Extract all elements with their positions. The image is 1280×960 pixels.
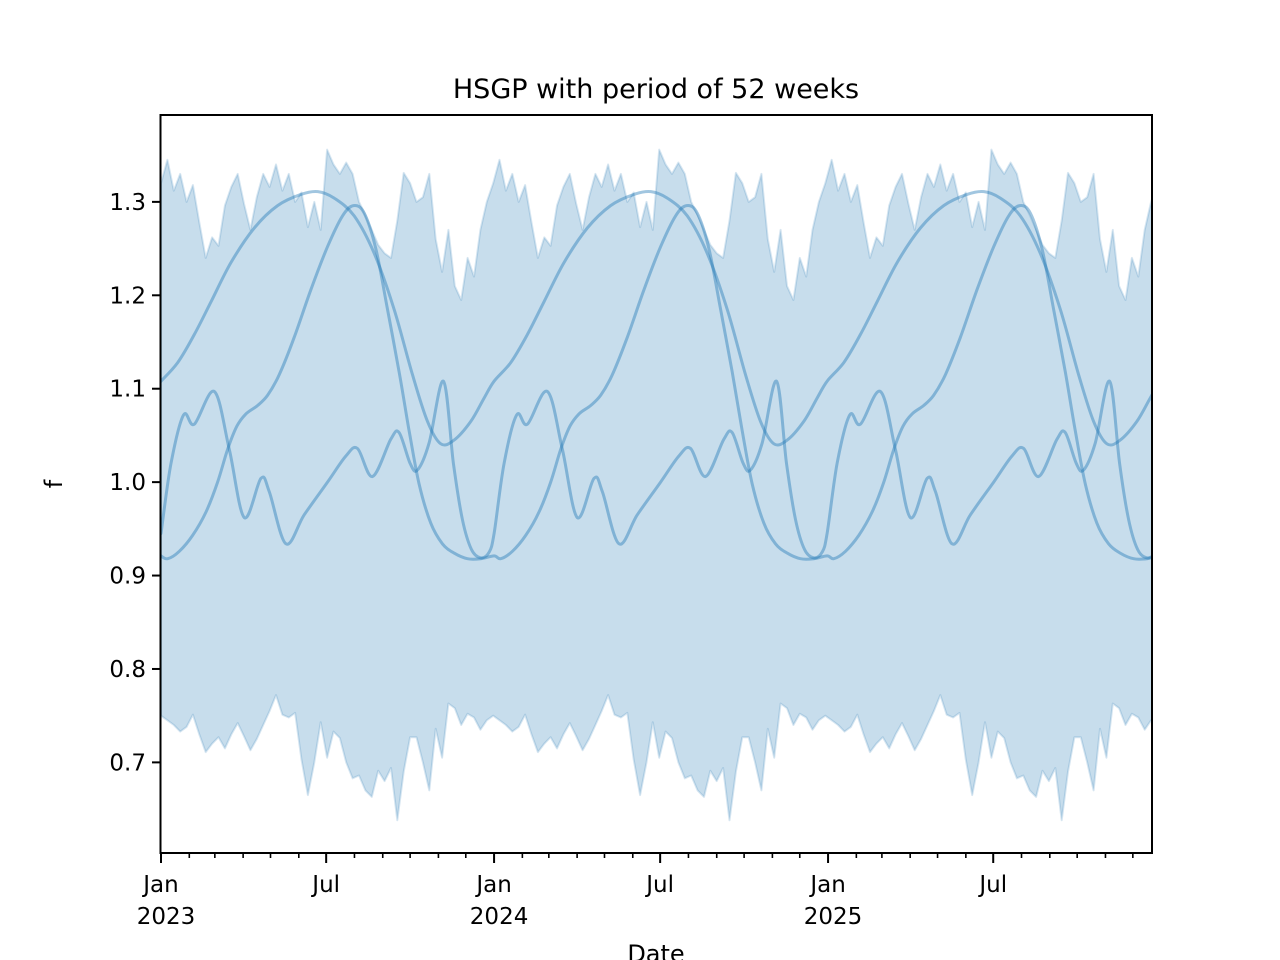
x-tick-year-label: 2024 bbox=[470, 904, 529, 930]
posterior-sample-curve-3 bbox=[160, 379, 1152, 560]
x-tick-label: Jan bbox=[474, 872, 511, 898]
y-tick-label: 0.7 bbox=[109, 750, 146, 776]
x-tick-label: Jan bbox=[141, 872, 178, 898]
y-axis-ticks: 0.7 0.8 0.9 1.0 1.1 1.2 1.3 bbox=[109, 190, 161, 776]
y-axis-label: f bbox=[40, 479, 68, 488]
y-tick-label: 1.1 bbox=[109, 377, 146, 403]
y-tick-label: 0.9 bbox=[109, 564, 146, 590]
x-tick-year-label: 2025 bbox=[804, 904, 863, 930]
posterior-sample-curve-2 bbox=[160, 203, 1152, 561]
y-tick-label: 1.2 bbox=[109, 283, 146, 309]
x-tick-label: Jan bbox=[808, 872, 845, 898]
x-tick-label: Jul bbox=[644, 872, 674, 898]
x-axis-label: Date bbox=[627, 940, 684, 960]
x-tick-label: Jul bbox=[977, 872, 1007, 898]
x-axis-ticks: Jan 2023 Jul Jan 2024 Jul Jan 2025 Jul bbox=[137, 853, 1134, 930]
y-tick-label: 0.8 bbox=[109, 657, 146, 683]
x-tick-year-label: 2023 bbox=[137, 904, 196, 930]
y-tick-label: 1.3 bbox=[109, 190, 146, 216]
chart-title: HSGP with period of 52 weeks bbox=[453, 74, 859, 105]
axes-spines bbox=[159, 114, 1153, 854]
x-tick-label: Jul bbox=[310, 872, 340, 898]
uncertainty-band bbox=[160, 148, 1152, 822]
posterior-sample-curve-1 bbox=[160, 189, 1152, 447]
y-tick-label: 1.0 bbox=[109, 470, 146, 496]
plot-area bbox=[160, 148, 1152, 822]
